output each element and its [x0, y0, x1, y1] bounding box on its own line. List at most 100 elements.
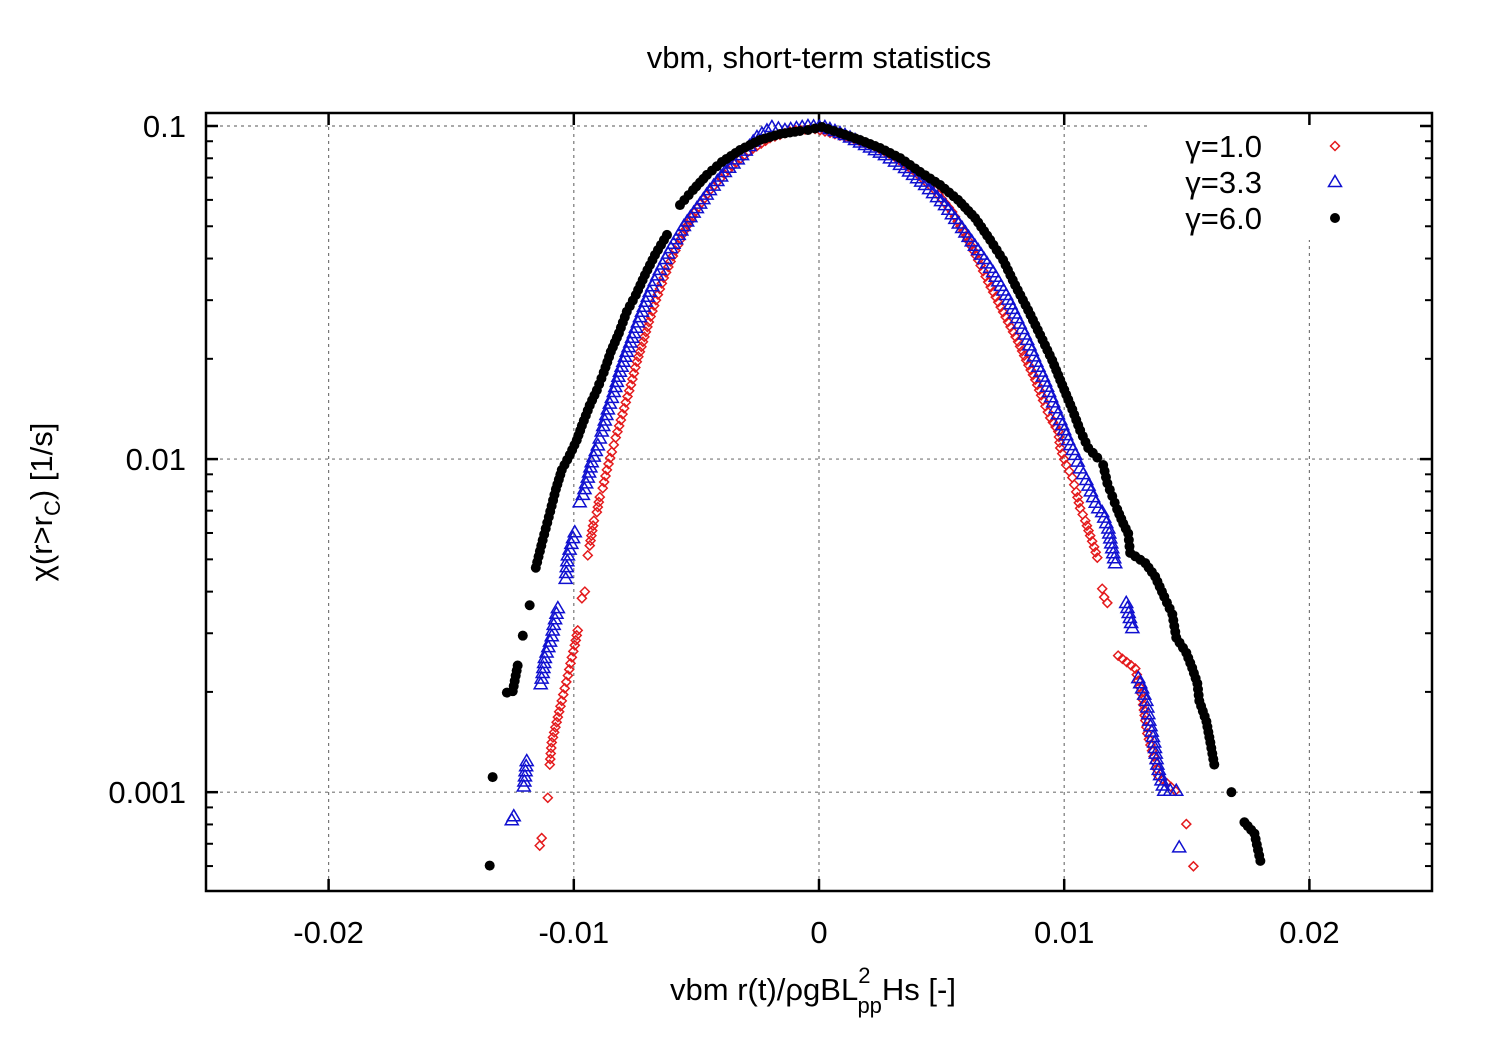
data-point — [610, 432, 622, 444]
legend-marker-circle — [1330, 213, 1340, 223]
data-point-fill — [1155, 777, 1171, 791]
legend-background — [1150, 125, 1420, 240]
data-point — [702, 182, 718, 196]
data-point — [1084, 530, 1096, 542]
data-point — [1180, 818, 1192, 830]
data-point — [487, 772, 498, 783]
data-point-fill — [591, 430, 608, 444]
data-point — [1168, 782, 1185, 797]
data-point — [536, 832, 548, 844]
data-point — [584, 540, 596, 552]
data-point-fill — [545, 742, 557, 754]
data-point — [594, 491, 606, 503]
legend-label: γ=3.3 — [1185, 165, 1262, 200]
data-point-fill — [563, 663, 575, 676]
data-point-fill — [598, 476, 610, 488]
data-point-fill — [585, 530, 597, 542]
data-point-fill — [629, 361, 641, 374]
data-point — [572, 624, 584, 636]
data-point-fill — [616, 408, 629, 420]
x-axis-label-sub: pp — [857, 993, 881, 1018]
x-axis-label-prefix: vbm r(t)/ρgBL — [670, 972, 858, 1007]
chart-title: vbm, short-term statistics — [647, 40, 992, 75]
data-point-fill — [1058, 453, 1070, 465]
data-point-fill — [602, 458, 615, 470]
x-tick-label: 0.01 — [1034, 915, 1094, 950]
data-point-fill — [1039, 378, 1055, 392]
data-point-fill — [626, 373, 638, 385]
data-point — [552, 711, 564, 723]
data-point — [582, 549, 594, 561]
data-point-fill — [1096, 509, 1113, 523]
x-tick-label: 0 — [810, 915, 827, 950]
data-point-fill — [586, 525, 598, 537]
data-point-fill — [1132, 675, 1149, 689]
data-point-fill — [613, 420, 625, 432]
x-axis-label-suffix: Hs [-] — [882, 972, 956, 1007]
data-point-fill — [995, 301, 1007, 313]
data-point — [1130, 670, 1147, 684]
data-point-fill — [1142, 718, 1159, 732]
data-point-fill — [1082, 525, 1095, 537]
data-point — [1107, 555, 1124, 569]
data-point — [606, 446, 618, 458]
data-point-fill — [618, 402, 630, 414]
data-point — [544, 759, 556, 771]
data-point-fill — [620, 339, 637, 353]
data-point-fill — [553, 706, 565, 718]
data-point — [556, 695, 568, 707]
data-point — [620, 396, 632, 408]
legend-marker-triangle — [1327, 174, 1343, 188]
data-point-fill — [1150, 761, 1167, 776]
data-point-fill — [1026, 348, 1042, 362]
data-point — [1100, 520, 1117, 534]
data-point — [1209, 759, 1220, 770]
data-point-fill — [997, 306, 1009, 318]
data-point-fill — [713, 168, 729, 182]
data-point-fill — [623, 385, 635, 397]
data-point — [518, 753, 535, 767]
data-point — [1187, 860, 1199, 872]
data-point-fill — [1086, 535, 1098, 547]
data-point — [1012, 336, 1024, 348]
data-point-fill — [1021, 337, 1038, 351]
x-axis-label-sup: 2 — [858, 963, 870, 988]
data-point — [1255, 855, 1266, 866]
legend-marker-diamond — [1329, 140, 1341, 152]
data-point — [588, 515, 600, 527]
grid — [206, 113, 1432, 891]
data-point-fill — [1058, 427, 1074, 441]
data-point — [1141, 727, 1153, 740]
data-point-fill — [622, 334, 639, 348]
data-point — [1226, 787, 1237, 798]
data-point — [1088, 541, 1100, 553]
x-axis-label: vbm r(t)/ρgBL2 ppHs [-] — [670, 963, 956, 1018]
data-point — [1141, 712, 1158, 726]
data-point-fill — [567, 645, 579, 657]
data-point-fill — [1010, 331, 1022, 343]
data-point — [1171, 839, 1188, 853]
data-point-fill — [1056, 422, 1073, 436]
data-point — [1052, 412, 1069, 426]
data-point-fill — [564, 657, 577, 669]
data-point — [794, 126, 805, 137]
data-point-fill — [1120, 604, 1137, 619]
data-point — [1019, 331, 1035, 346]
data-point-fill — [587, 520, 599, 532]
data-point — [542, 792, 554, 804]
data-point-fill — [599, 470, 612, 482]
data-point-fill — [1005, 321, 1017, 333]
data-point-fill — [1081, 520, 1093, 532]
plot-frame — [204, 111, 1434, 893]
data-point — [1146, 734, 1162, 748]
data-point — [579, 586, 591, 598]
data-point-fill — [1139, 699, 1156, 713]
data-point-fill — [1023, 342, 1040, 357]
data-point-fill — [1090, 546, 1102, 558]
data-point-fill — [1122, 610, 1138, 624]
data-point-fill — [1043, 389, 1059, 403]
x-tick-label: -0.02 — [293, 915, 364, 950]
x-tick-label: -0.01 — [538, 915, 609, 950]
data-point-fill — [545, 747, 557, 760]
